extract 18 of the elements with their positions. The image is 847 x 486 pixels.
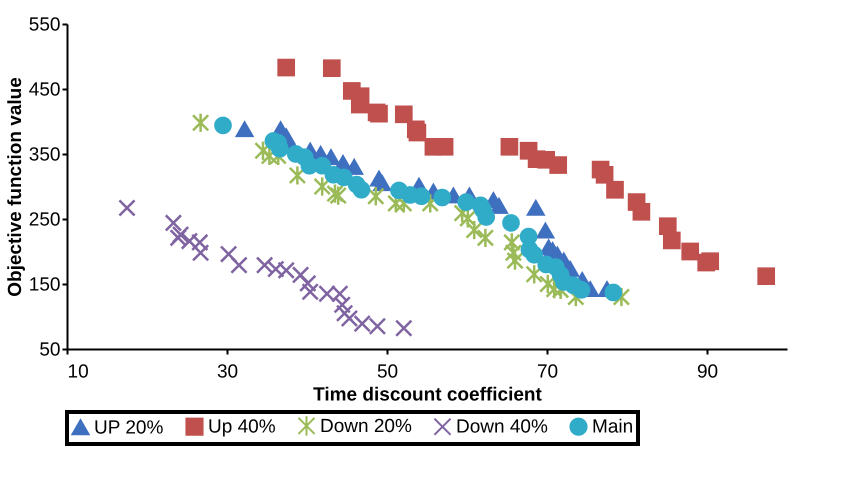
y-tick-label: 250 bbox=[28, 210, 60, 230]
x-tick-label: 90 bbox=[696, 362, 718, 382]
legend-label: Up 40% bbox=[208, 416, 276, 438]
x-tick-label: 50 bbox=[376, 362, 398, 382]
legend-label: Down 40% bbox=[456, 416, 548, 438]
x-tick-label: 30 bbox=[216, 362, 238, 382]
y-tick-label: 450 bbox=[28, 80, 60, 100]
x-tick-label: 70 bbox=[536, 362, 558, 382]
x-axis-title: Time discount coefficient bbox=[313, 384, 543, 406]
y-tick-label: 150 bbox=[28, 274, 60, 296]
y-tick-label: 350 bbox=[28, 144, 60, 166]
legend-label: Main bbox=[592, 416, 634, 438]
legend-label: UP 20% bbox=[94, 417, 164, 438]
legend-label: Down 20% bbox=[320, 416, 412, 437]
y-axis-title: Objective function value bbox=[4, 77, 26, 297]
y-tick-label: 50 bbox=[39, 340, 60, 360]
x-tick-label: 10 bbox=[68, 362, 89, 382]
y-tick-label: 550 bbox=[28, 14, 60, 36]
